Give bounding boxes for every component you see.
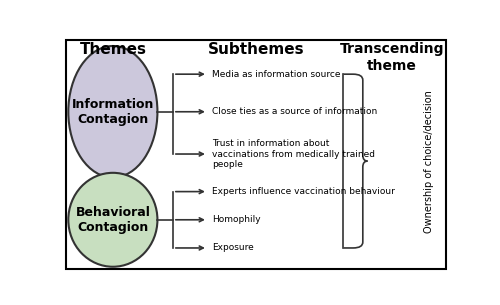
Text: Media as information source: Media as information source (212, 70, 340, 79)
Text: Trust in information about
vaccinations from medically trained
people: Trust in information about vaccinations … (212, 139, 374, 169)
Ellipse shape (68, 46, 158, 178)
Text: Exposure: Exposure (212, 243, 254, 253)
Text: Ownership of choice/decision: Ownership of choice/decision (424, 90, 434, 232)
Text: Behavioral
Contagion: Behavioral Contagion (76, 206, 150, 234)
Text: Subthemes: Subthemes (208, 42, 304, 57)
Text: Transcending
theme: Transcending theme (340, 42, 444, 73)
Text: Information
Contagion: Information Contagion (72, 98, 154, 126)
Ellipse shape (68, 173, 158, 267)
Text: Close ties as a source of information: Close ties as a source of information (212, 107, 377, 116)
Text: Experts influence vaccination behaviour: Experts influence vaccination behaviour (212, 187, 394, 196)
Text: Homophily: Homophily (212, 215, 260, 224)
Text: Themes: Themes (80, 42, 146, 57)
